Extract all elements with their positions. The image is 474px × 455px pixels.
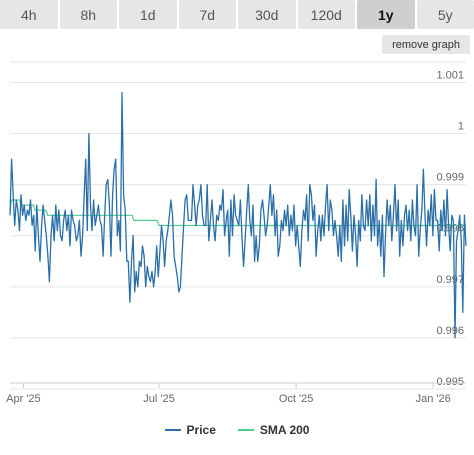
x-axis: Apr '25 Jul '25 Oct '25 Jan '26 (6, 382, 466, 405)
y-tick-label: 0.999 (436, 172, 464, 184)
legend-label: Price (186, 423, 216, 437)
series-line-price (9, 92, 467, 339)
y-tick-label: 1 (458, 121, 464, 133)
legend-swatch (164, 429, 181, 431)
y-tick-label: 0.996 (436, 325, 464, 337)
series-lines (9, 92, 467, 339)
range-tab-120d[interactable]: 120d (297, 0, 355, 29)
x-tick-label: Oct '25 (279, 393, 314, 405)
y-tick-label: 0.997 (436, 274, 464, 286)
legend-item-price[interactable]: Price (164, 423, 216, 437)
chart-legend: Price SMA 200 (0, 420, 474, 440)
x-tick-label: Jul '25 (143, 393, 174, 405)
x-tick-label: Apr '25 (6, 393, 41, 405)
range-tab-30d[interactable]: 30d (238, 0, 296, 29)
range-tab-1y[interactable]: 1y (357, 0, 415, 29)
series-line-sma-200 (9, 199, 466, 227)
legend-item-sma-200[interactable]: SMA 200 (237, 423, 310, 437)
grid-lines (10, 61, 466, 390)
range-tab-5y[interactable]: 5y (416, 0, 474, 29)
y-tick-label: 0.995 (436, 376, 464, 388)
range-tabs: 4h 8h 1d 7d 30d 120d 1y 5y (0, 0, 474, 30)
range-tab-7d[interactable]: 7d (178, 0, 236, 29)
legend-label: SMA 200 (259, 423, 310, 437)
x-tick-label: Jan '26 (416, 393, 451, 405)
range-tab-4h[interactable]: 4h (0, 0, 58, 29)
remove-graph-button[interactable]: remove graph (382, 35, 470, 54)
y-tick-label: 1.001 (436, 69, 464, 81)
legend-swatch (237, 429, 254, 431)
range-tab-1d[interactable]: 1d (119, 0, 177, 29)
range-tab-8h[interactable]: 8h (59, 0, 117, 29)
